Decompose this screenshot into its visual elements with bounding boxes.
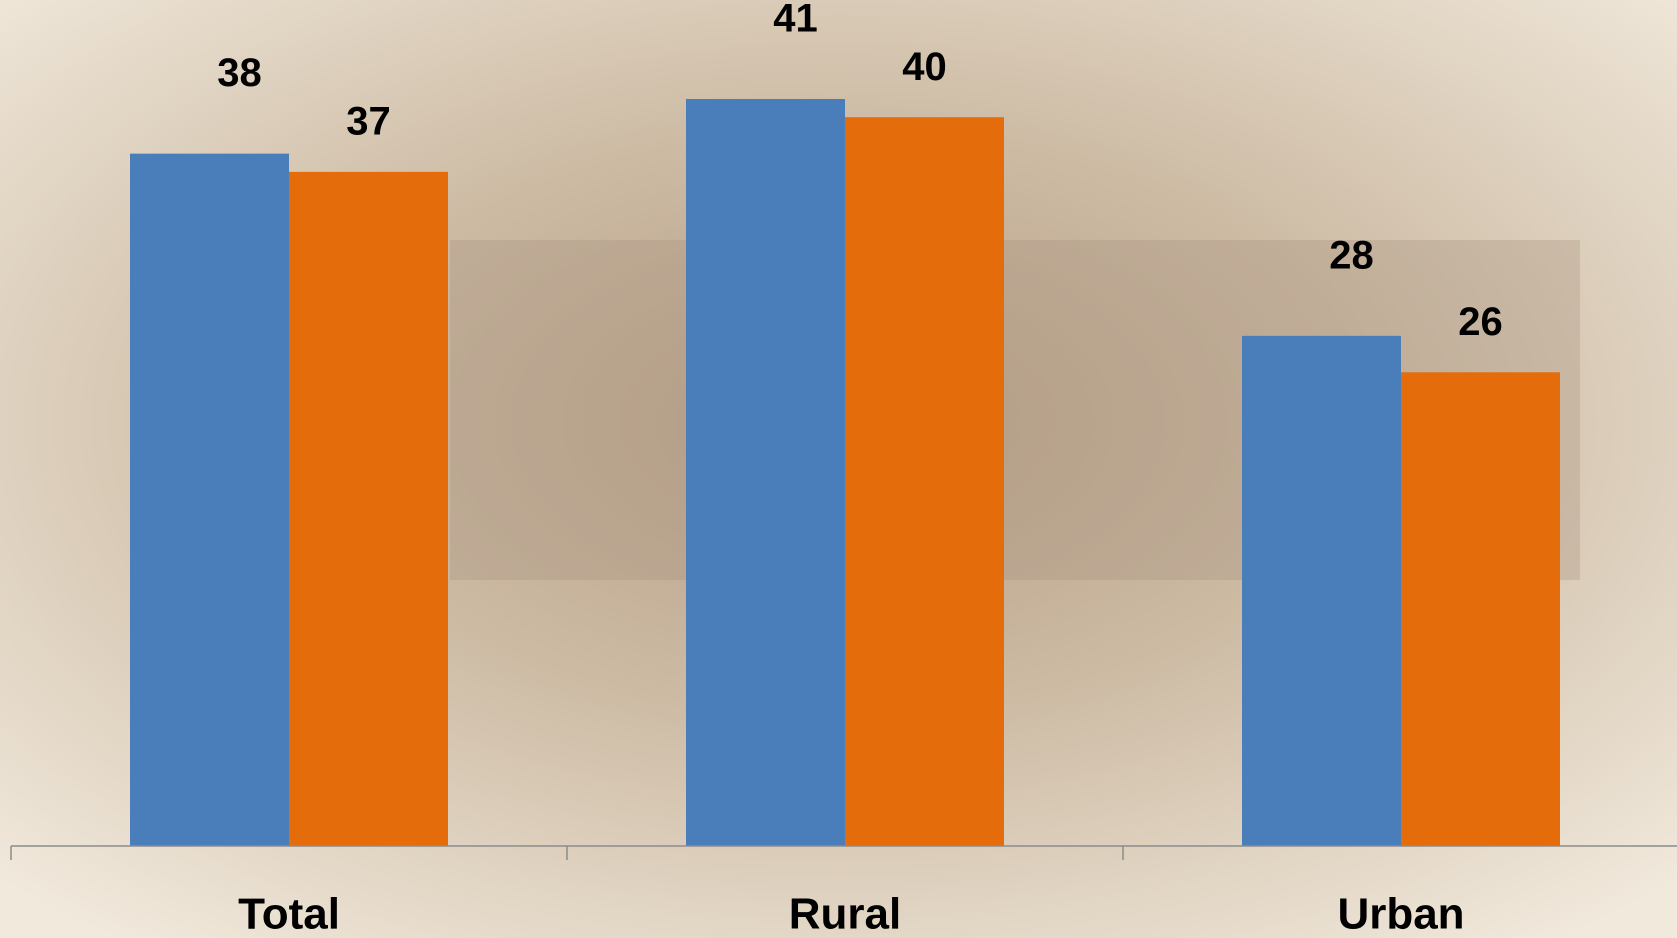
bar	[845, 117, 1004, 846]
data-label: 26	[1458, 300, 1503, 344]
data-label: 37	[346, 99, 391, 143]
bar	[130, 153, 289, 846]
data-label: 38	[217, 51, 262, 95]
bar	[686, 98, 845, 847]
x-tick-label: Rural	[789, 890, 901, 938]
bar	[1401, 372, 1560, 846]
bar	[1242, 335, 1401, 846]
bar	[289, 171, 448, 847]
data-label: 41	[773, 0, 818, 41]
plot: 38 37 Total 41 40 Rural 28 26 Urban	[10, 0, 1677, 938]
x-tick-label: Urban	[1337, 890, 1464, 938]
x-tick-label: Total	[238, 890, 340, 938]
data-label: 28	[1329, 233, 1374, 277]
data-label: 40	[902, 45, 947, 89]
